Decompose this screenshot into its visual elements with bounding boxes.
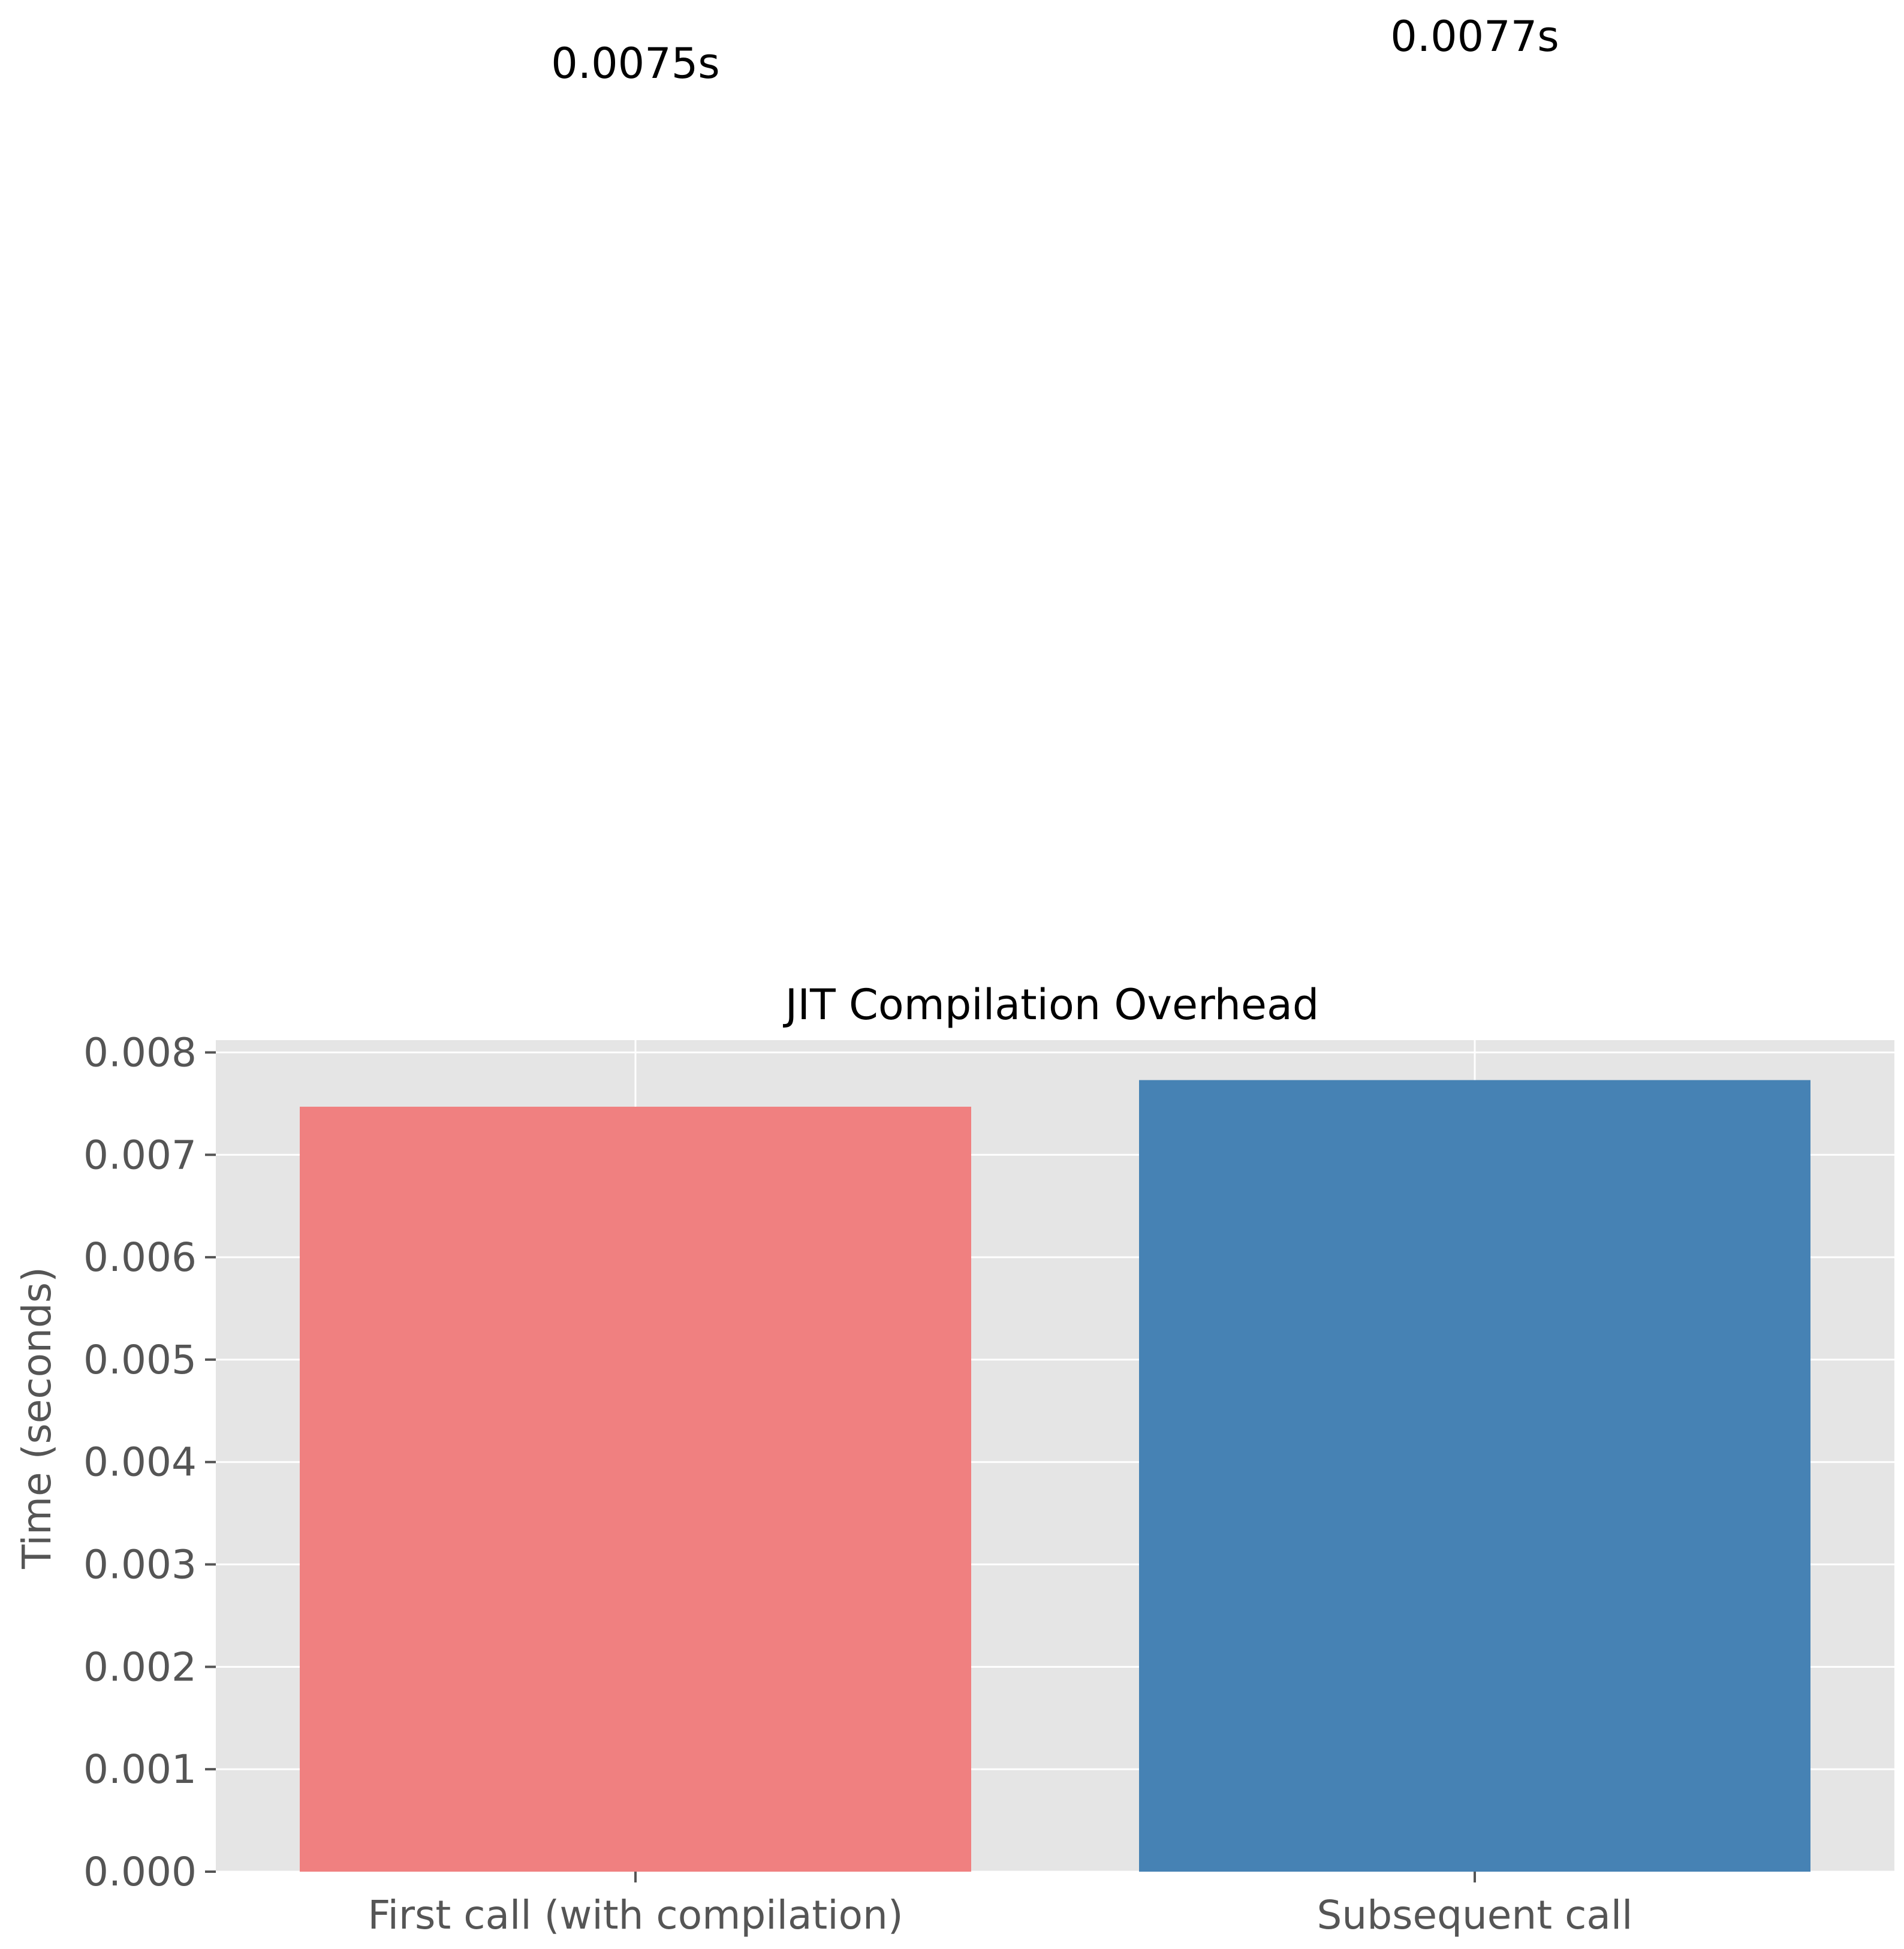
y-tick-label: 0.000 bbox=[83, 1849, 197, 1895]
y-tick-label: 0.005 bbox=[83, 1337, 197, 1383]
chart-title: JIT Compilation Overhead bbox=[783, 980, 1319, 1029]
y-tick-label: 0.003 bbox=[83, 1542, 197, 1588]
bar-value-labels: 0.0075s 0.0077s bbox=[551, 12, 1559, 88]
y-tick-label: 0.002 bbox=[83, 1644, 197, 1690]
bar bbox=[1139, 1080, 1810, 1872]
bars bbox=[300, 1080, 1810, 1872]
y-axis-title: Time (seconds) bbox=[14, 1267, 60, 1570]
bar bbox=[300, 1107, 971, 1872]
y-tick-label: 0.006 bbox=[83, 1234, 197, 1281]
bar-value-label: 0.0077s bbox=[1390, 12, 1559, 61]
y-tick-label: 0.001 bbox=[83, 1746, 197, 1793]
y-tick-label: 0.008 bbox=[83, 1029, 197, 1076]
y-tick-label: 0.004 bbox=[83, 1439, 197, 1486]
y-tick-label: 0.007 bbox=[83, 1132, 197, 1178]
bar-value-label: 0.0075s bbox=[551, 39, 719, 88]
x-tick-label: First call (with compilation) bbox=[367, 1892, 903, 1938]
x-axis: First call (with compilation) Subsequent … bbox=[367, 1872, 1633, 1938]
y-axis: 0.000 0.001 0.002 0.003 0.004 0.005 0.006 0.007… bbox=[83, 1029, 216, 1895]
x-tick-label: Subsequent call bbox=[1316, 1892, 1632, 1938]
